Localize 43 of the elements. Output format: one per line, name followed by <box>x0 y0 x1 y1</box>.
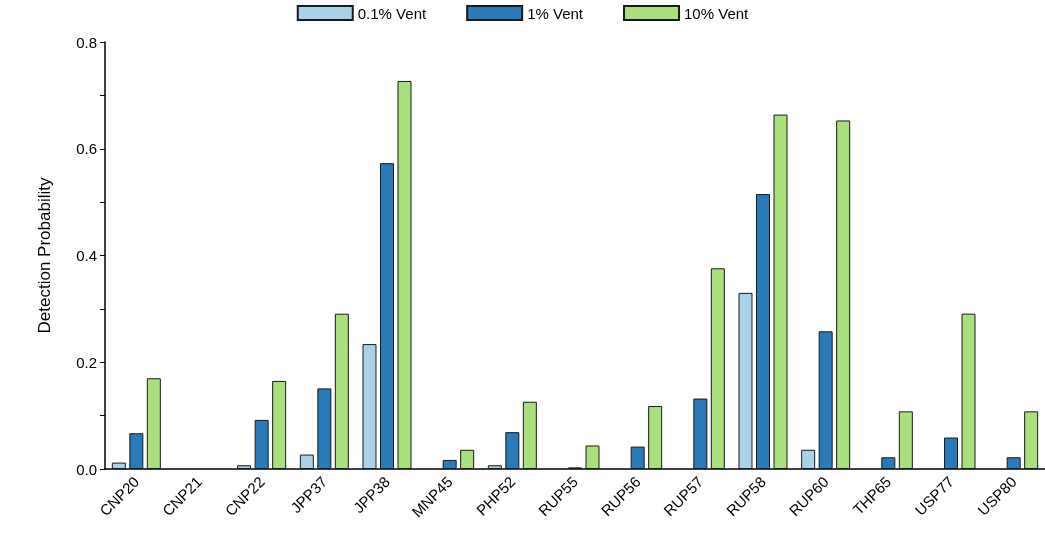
bar <box>836 120 851 469</box>
bar <box>710 268 725 469</box>
bar <box>944 437 958 469</box>
bar <box>254 419 269 469</box>
bar <box>1006 457 1021 469</box>
bar <box>801 449 816 469</box>
bar <box>898 411 913 469</box>
y-tick-label: 0.8 <box>76 33 97 51</box>
legend-label: 1% Vent <box>527 4 584 22</box>
bar <box>1024 411 1039 469</box>
bar <box>773 114 788 469</box>
y-tick-label: 0.4 <box>76 247 97 264</box>
y-tick-label: 0.2 <box>76 353 97 371</box>
bar <box>756 194 770 469</box>
bar <box>272 380 287 469</box>
bar <box>380 163 394 469</box>
y-axis-title: Detection Probability <box>35 177 54 334</box>
bar <box>397 80 412 469</box>
bar <box>522 401 537 469</box>
bar <box>630 446 645 469</box>
bar <box>881 457 896 469</box>
bar <box>362 344 377 469</box>
bar <box>693 398 708 469</box>
bar <box>585 445 600 469</box>
y-tick-label: 0.0 <box>76 460 97 478</box>
bar <box>738 292 753 469</box>
bar <box>648 406 663 469</box>
y-tick-label: 0.6 <box>76 140 97 158</box>
bar <box>129 433 144 469</box>
bar <box>299 454 314 469</box>
bar <box>505 432 520 469</box>
legend-label: 0.1% Vent <box>357 4 427 22</box>
bar <box>146 378 161 469</box>
bar <box>111 462 126 469</box>
bar <box>442 459 457 469</box>
bar <box>818 331 833 469</box>
bar <box>317 388 332 469</box>
bar <box>237 465 252 469</box>
bar <box>460 449 475 469</box>
bar <box>487 465 502 469</box>
legend-label: 10% Vent <box>684 4 750 22</box>
bar <box>961 313 976 469</box>
bar <box>334 313 349 469</box>
